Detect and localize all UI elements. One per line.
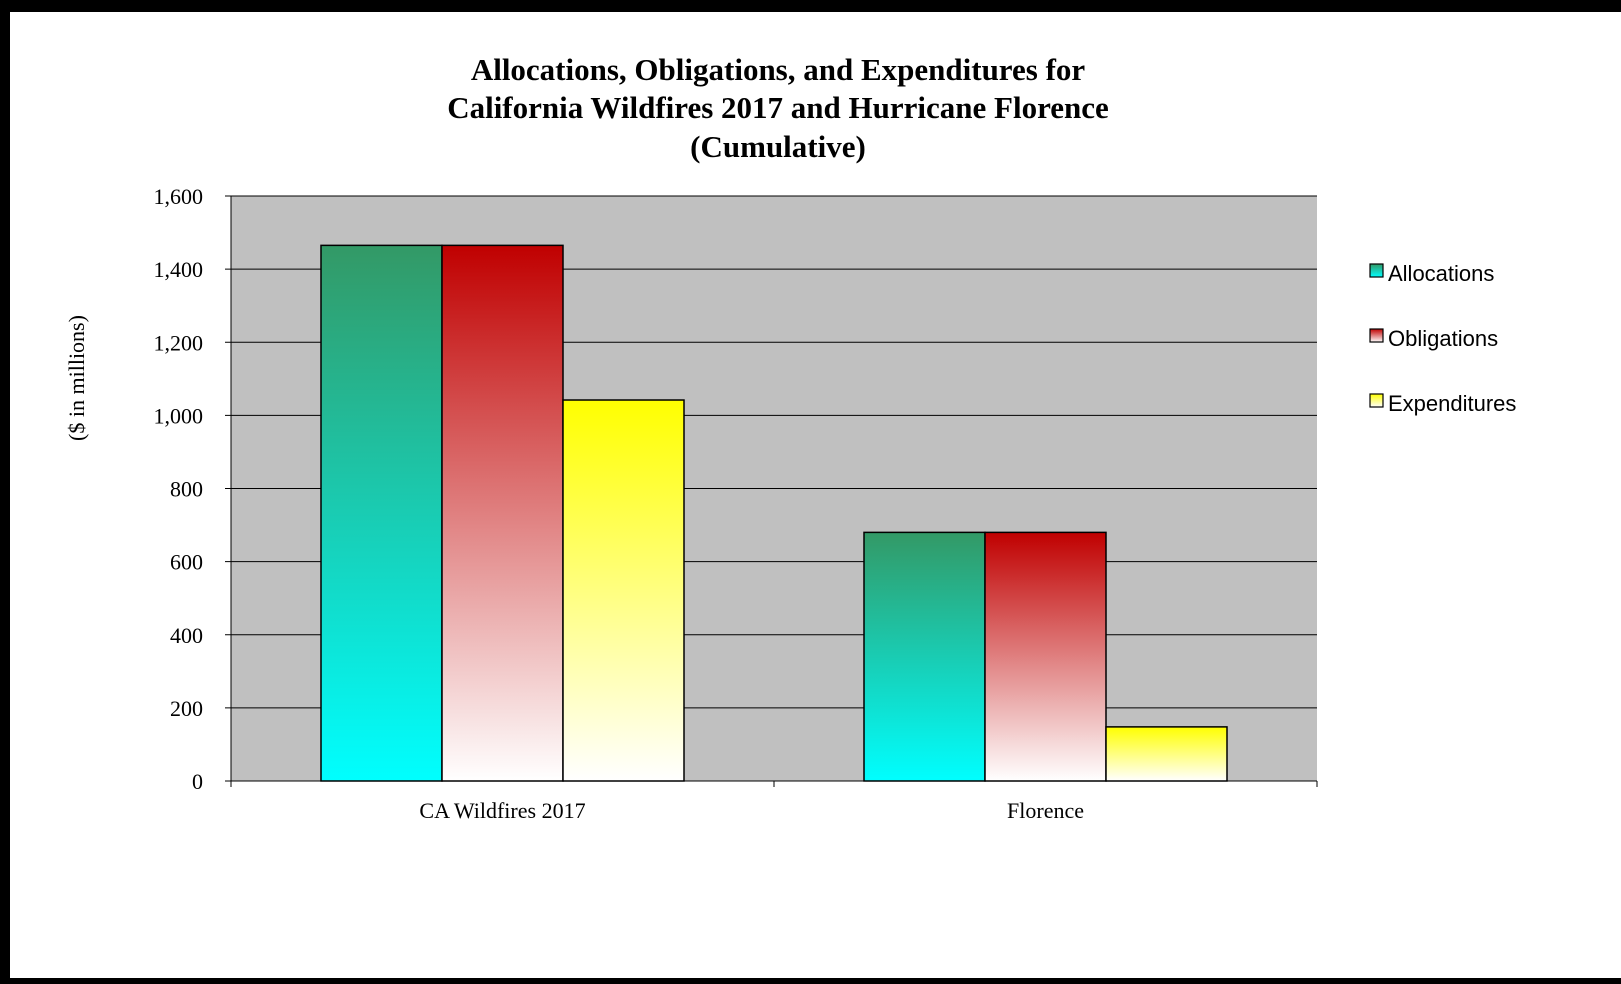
chart-title: Allocations, Obligations, and Expenditur… [447, 52, 1109, 164]
bar-obligations-1 [441, 244, 564, 782]
y-tick-label: 400 [170, 623, 203, 648]
y-tick-label: 800 [170, 477, 203, 502]
y-tick-label: 200 [170, 696, 203, 721]
y-tick-label: 600 [170, 550, 203, 575]
y-tick-label: 1,400 [154, 257, 204, 282]
bar-obligations-2 [984, 531, 1107, 782]
y-axis-label: ($ in millions) [64, 315, 89, 441]
bar-allocations-2 [863, 531, 986, 782]
y-tick-label: 1,000 [154, 403, 204, 428]
x-category-labels: CA Wildfires 2017 Florence [419, 798, 1084, 823]
frame-border-bottom [0, 978, 1621, 984]
y-tick-label: 1,200 [154, 330, 204, 355]
legend-swatch-allocations [1369, 263, 1384, 278]
bar-expenditures-2 [1105, 726, 1228, 782]
axes [225, 195, 1318, 787]
legend-label-expenditures: Expenditures [1388, 391, 1516, 416]
y-tick-label: 1,600 [154, 184, 204, 209]
chart-title-line-2: California Wildfires 2017 and Hurricane … [447, 90, 1109, 125]
chart-title-line-1: Allocations, Obligations, and Expenditur… [471, 52, 1086, 87]
legend: Allocations Obligations Expenditures [1369, 261, 1516, 416]
frame-border-top [0, 0, 1621, 12]
bar-allocations-1 [320, 244, 443, 782]
legend-swatch-obligations [1369, 328, 1384, 343]
legend-swatch-expenditures [1369, 393, 1384, 408]
bar-expenditures-1 [562, 399, 685, 782]
y-tick-labels: 0 200 400 600 800 1,000 1,200 1,400 1,600 [154, 184, 204, 794]
x-category-label: Florence [1007, 798, 1084, 823]
legend-label-obligations: Obligations [1388, 326, 1498, 351]
bars [320, 244, 1228, 782]
legend-label-allocations: Allocations [1388, 261, 1494, 286]
y-tick-label: 0 [192, 769, 203, 794]
chart-title-line-3: (Cumulative) [690, 129, 866, 164]
frame-border-left [0, 0, 10, 984]
x-category-label: CA Wildfires 2017 [419, 798, 585, 823]
